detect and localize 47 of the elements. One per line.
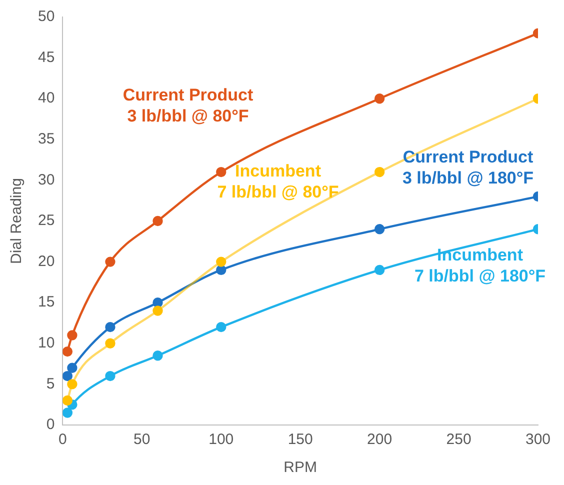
point [216, 256, 226, 267]
y-tick-label: 35 [38, 130, 55, 148]
x-tick-label: 50 [134, 431, 150, 448]
point [105, 322, 116, 332]
point [105, 370, 116, 382]
series-label: Current Product 3 lb/bbl @ 80°F [122, 86, 254, 126]
x-tick-label: 250 [446, 431, 472, 448]
point [152, 350, 163, 361]
point [62, 395, 73, 406]
point [62, 370, 73, 382]
x-tick-label: 300 [525, 431, 551, 448]
y-tick-label: 0 [46, 416, 55, 434]
point [152, 306, 163, 316]
x-tick-label: 200 [367, 431, 392, 448]
point [67, 330, 78, 340]
point [216, 166, 226, 178]
x-tick-label: 0 [58, 431, 67, 448]
y-tick-label: 50 [38, 8, 55, 26]
y-axis-title: Dial Reading [8, 178, 26, 264]
x-tick-label: 100 [208, 431, 234, 448]
point [374, 166, 385, 178]
point [105, 256, 116, 267]
series-label: Incumbent 7 lb/bbl @ 80°F [217, 162, 339, 202]
y-tick-label: 30 [38, 171, 55, 188]
point [67, 362, 78, 373]
point [374, 264, 385, 276]
y-tick-label: 40 [38, 90, 55, 107]
point [374, 94, 385, 104]
point [62, 346, 73, 357]
point [216, 264, 226, 276]
point [374, 224, 385, 234]
y-tick-label: 20 [38, 252, 55, 270]
y-tick-label: 45 [38, 48, 55, 66]
y-tick-label: 10 [38, 334, 55, 352]
point [152, 298, 163, 308]
x-tick-label: 150 [288, 431, 313, 448]
y-tick-label: 5 [46, 375, 55, 392]
point [216, 322, 226, 332]
y-tick-label: 25 [38, 212, 55, 230]
x-axis-title: RPM [284, 459, 318, 476]
point [105, 338, 116, 348]
series-label: Current Product 3 lb/bbl @ 180°F [402, 148, 534, 188]
point [67, 379, 78, 390]
series-label: Incumbent 7 lb/bbl @ 180°F [414, 246, 546, 286]
point [62, 408, 73, 418]
point [152, 216, 163, 226]
y-tick-label: 15 [38, 294, 55, 311]
